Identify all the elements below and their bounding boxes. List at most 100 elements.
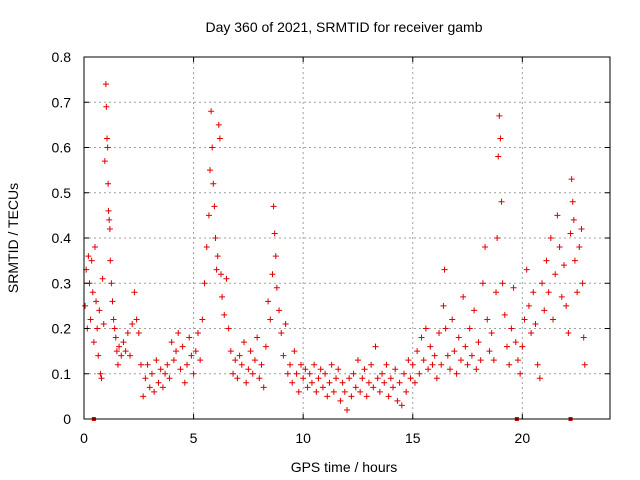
data-point xyxy=(271,230,278,237)
data-point xyxy=(350,370,357,377)
data-point xyxy=(498,198,505,205)
data-point xyxy=(211,203,218,210)
data-point xyxy=(225,325,232,332)
data-point xyxy=(137,361,144,368)
data-point xyxy=(385,393,392,400)
data-point xyxy=(441,266,448,273)
data-point xyxy=(514,357,521,364)
data-point xyxy=(201,280,208,287)
data-point xyxy=(208,108,215,115)
data-point xyxy=(422,325,429,332)
data-point xyxy=(114,361,121,368)
x-tick-label: 10 xyxy=(295,430,311,446)
data-point xyxy=(96,307,103,314)
data-point xyxy=(556,244,563,251)
data-point xyxy=(260,384,267,391)
data-point xyxy=(217,271,224,278)
data-point xyxy=(326,379,333,386)
y-tick-label: 0.5 xyxy=(52,185,72,201)
data-point xyxy=(232,357,239,364)
data-point xyxy=(484,316,491,323)
data-point xyxy=(387,375,394,382)
y-tick-label: 0.3 xyxy=(52,275,72,291)
data-point xyxy=(330,388,337,395)
data-point xyxy=(571,257,578,264)
data-point xyxy=(354,357,361,364)
data-point xyxy=(579,280,586,287)
data-point xyxy=(442,325,449,332)
data-point xyxy=(568,176,575,183)
data-point xyxy=(328,361,335,368)
data-point xyxy=(102,81,109,88)
data-point xyxy=(319,384,326,391)
data-point xyxy=(269,271,276,278)
data-point xyxy=(278,330,285,337)
data-point xyxy=(94,325,101,332)
data-point xyxy=(112,334,119,341)
data-point xyxy=(392,366,399,373)
data-point xyxy=(120,339,127,346)
data-point xyxy=(420,357,427,364)
data-point xyxy=(569,198,576,205)
data-point xyxy=(398,402,405,409)
data-point xyxy=(133,316,140,323)
data-point xyxy=(212,235,219,241)
data-point xyxy=(109,298,116,305)
data-point xyxy=(352,384,359,391)
data-point xyxy=(113,348,120,355)
data-point xyxy=(574,289,581,296)
data-point xyxy=(528,330,535,337)
data-point xyxy=(365,379,372,386)
data-point xyxy=(173,348,180,355)
data-point xyxy=(466,325,473,332)
data-point xyxy=(103,103,110,110)
data-point xyxy=(315,375,322,382)
data-point xyxy=(162,370,169,377)
data-point xyxy=(344,406,350,413)
data-point xyxy=(394,397,401,404)
data-point xyxy=(449,316,456,323)
data-point xyxy=(95,352,102,359)
data-point xyxy=(405,357,412,364)
data-point xyxy=(251,357,258,364)
x-tick-label: 20 xyxy=(515,430,531,446)
data-point xyxy=(106,225,113,232)
data-point xyxy=(148,370,155,377)
data-point xyxy=(436,330,443,337)
data-point xyxy=(221,311,228,318)
data-point xyxy=(453,370,460,377)
data-point xyxy=(576,244,583,251)
plot-frame xyxy=(83,56,611,420)
data-point xyxy=(170,357,177,364)
data-point xyxy=(116,343,123,350)
data-point xyxy=(289,379,296,386)
data-point xyxy=(265,298,272,305)
data-point xyxy=(181,379,188,386)
data-point xyxy=(374,375,381,382)
data-point xyxy=(213,266,220,273)
data-point xyxy=(390,384,397,391)
data-point xyxy=(403,388,410,395)
data-point xyxy=(455,334,462,341)
data-point xyxy=(99,275,106,282)
data-point xyxy=(359,375,366,382)
data-point xyxy=(107,257,114,264)
data-point xyxy=(565,330,572,337)
data-point xyxy=(543,257,550,264)
data-point xyxy=(106,216,113,223)
x-tick-label: 15 xyxy=(405,430,421,446)
data-point xyxy=(223,275,230,282)
y-tick-label: 0.8 xyxy=(52,49,72,65)
data-point xyxy=(192,348,199,355)
data-point xyxy=(209,144,216,151)
data-point xyxy=(214,253,221,260)
data-point xyxy=(302,366,309,373)
data-point xyxy=(164,361,171,368)
data-point xyxy=(438,361,445,368)
data-point xyxy=(210,180,217,187)
data-point xyxy=(411,379,418,386)
data-point xyxy=(129,320,136,327)
data-point xyxy=(219,293,226,300)
data-point xyxy=(159,384,166,391)
data-point xyxy=(267,316,274,323)
